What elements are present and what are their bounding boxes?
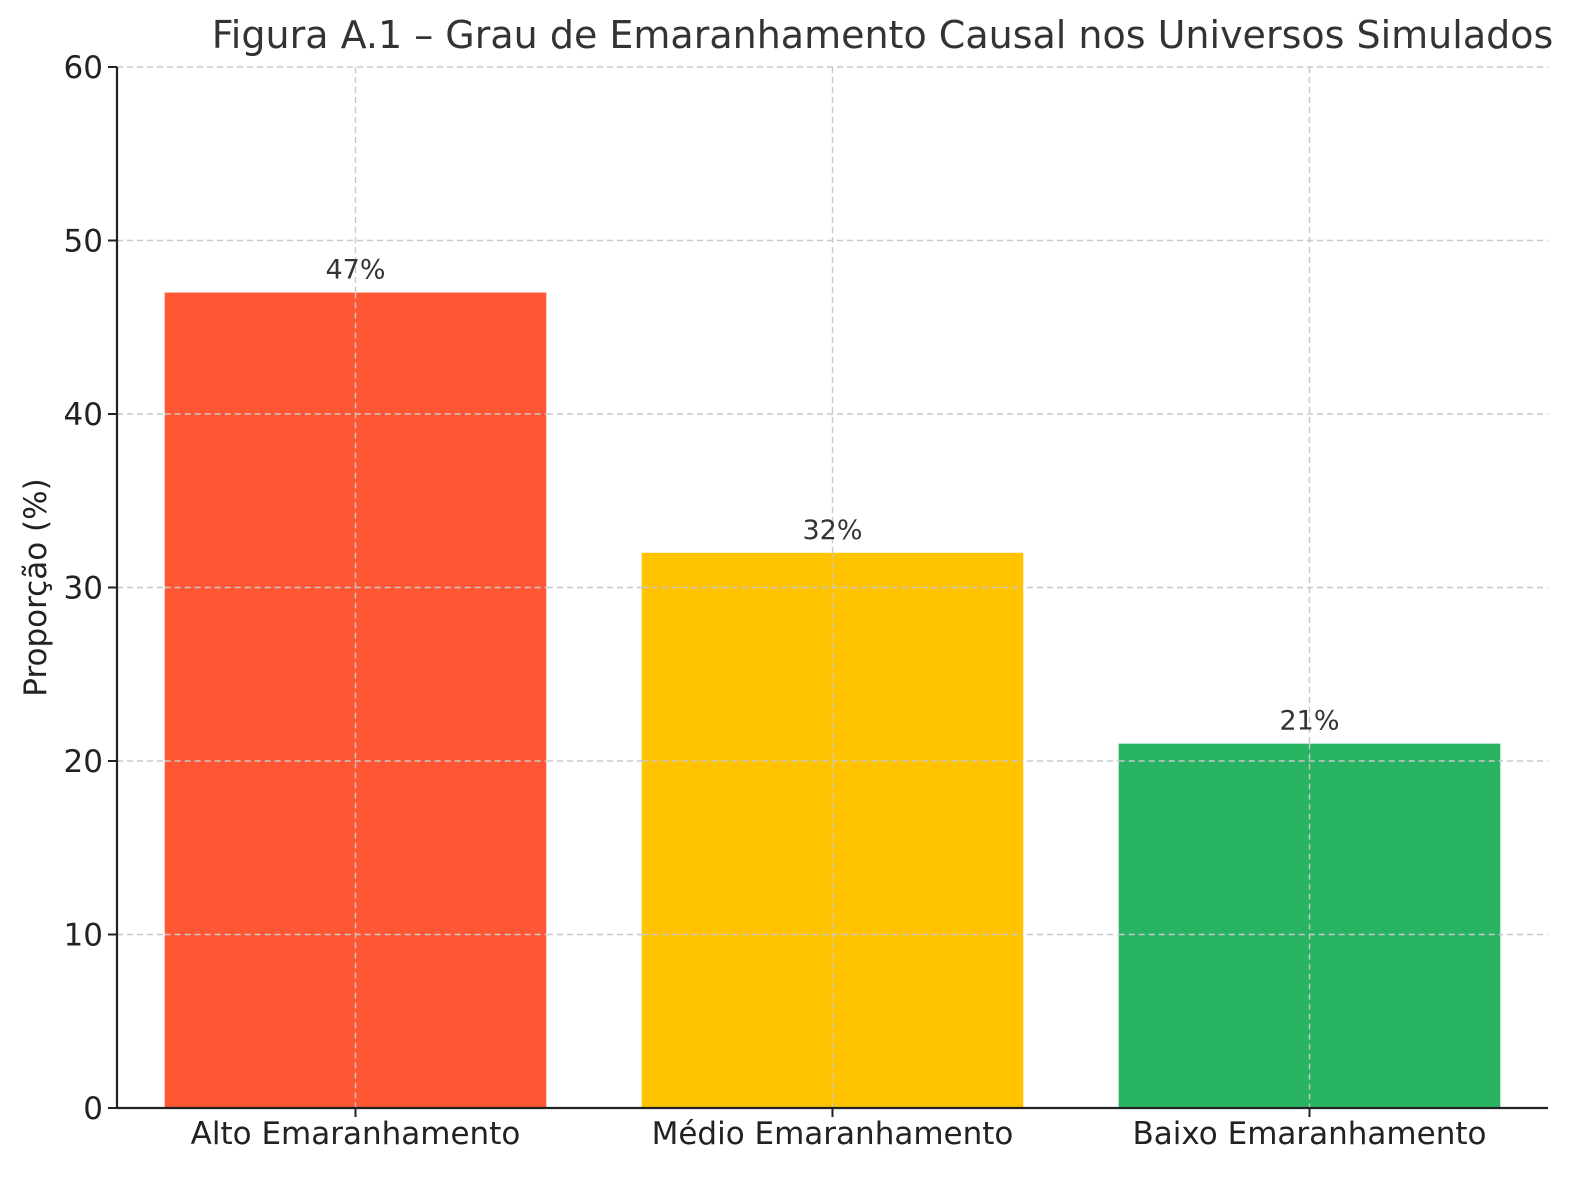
axes: 0 10 20 30 40 50 60 Alto Emaranhamento Médio Ema… [64,50,1548,1152]
x-tick-label: Baixo Emaranhamento [1133,1116,1487,1152]
y-axis-label: Proporção (%) [18,478,54,696]
bar-value-label: 47% [325,255,385,286]
chart-title: Figura A.1 – Grau de Emaranhamento Causa… [212,13,1554,57]
y-tick-label: 20 [64,744,103,780]
y-tick-label: 0 [83,1091,103,1127]
y-tick-label: 30 [64,571,103,607]
bar-value-labels: 47% 32% 21% [164,255,1501,1108]
bar-value-label: 21% [1279,706,1339,737]
y-tick-label: 60 [64,50,103,86]
x-tick-label: Alto Emaranhamento [191,1116,521,1152]
bar-value-label: 32% [802,515,862,546]
y-tick-label: 40 [64,397,103,433]
y-tick-label: 50 [64,224,103,260]
y-tick-label: 10 [64,918,103,954]
x-tick-label: Médio Emaranhamento [652,1116,1014,1152]
